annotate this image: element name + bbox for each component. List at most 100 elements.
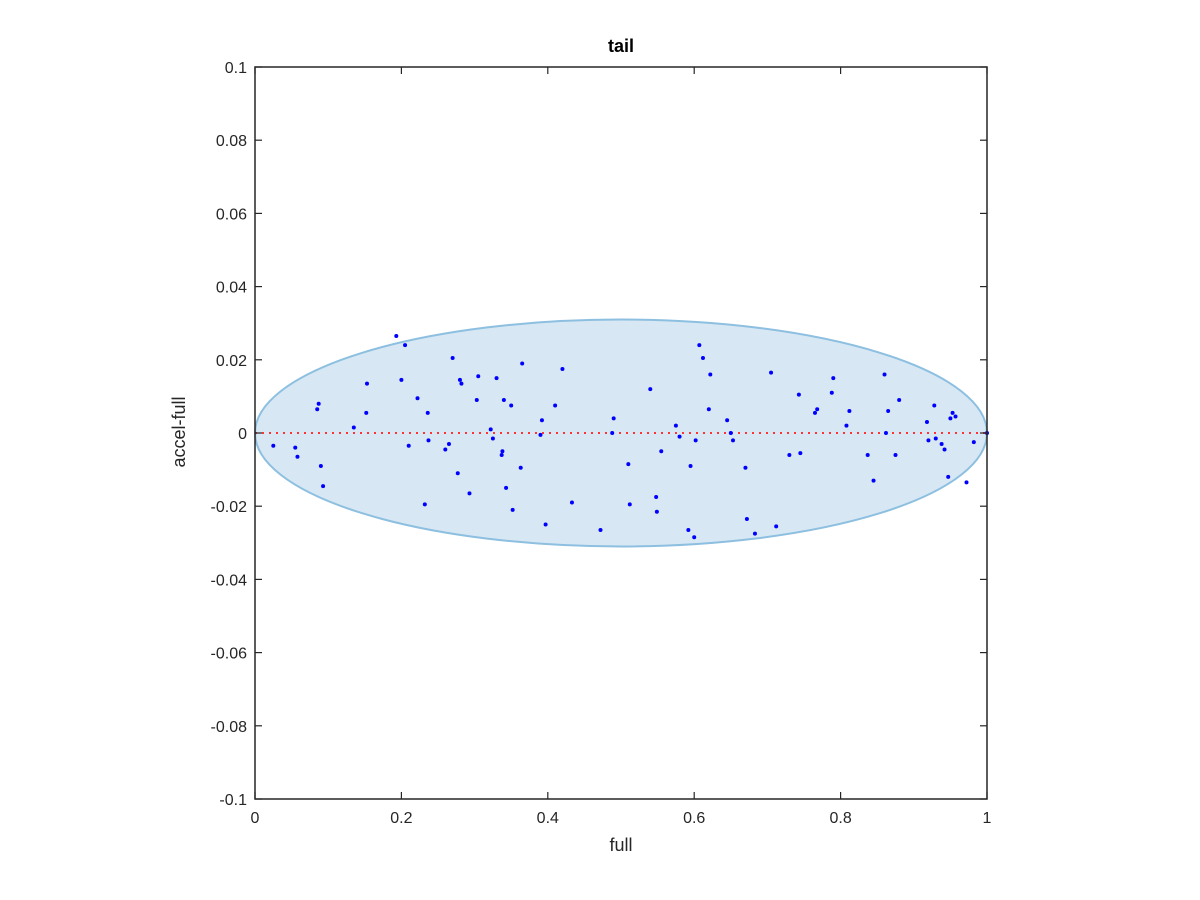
data-point <box>677 434 682 439</box>
data-point <box>964 480 969 485</box>
data-point <box>730 438 735 443</box>
y-tick-label: 0.02 <box>216 353 247 370</box>
x-tick-label: 0 <box>251 810 260 827</box>
data-point <box>700 355 705 360</box>
data-point <box>953 414 958 419</box>
data-point <box>774 524 779 529</box>
data-point <box>271 443 276 448</box>
y-tick-label: -0.02 <box>211 499 248 516</box>
data-point <box>488 427 493 432</box>
data-point <box>426 438 431 443</box>
data-point <box>425 410 430 415</box>
data-point <box>871 478 876 483</box>
data-point <box>654 509 659 514</box>
data-point <box>933 436 938 441</box>
data-point <box>798 451 803 456</box>
data-point <box>708 372 713 377</box>
data-point <box>403 343 408 348</box>
chart-title: tail <box>608 36 634 56</box>
data-point <box>932 403 937 408</box>
data-point <box>815 407 820 412</box>
y-tick-label: -0.1 <box>219 792 247 809</box>
x-tick-label: 0.6 <box>683 810 705 827</box>
data-point <box>627 502 632 507</box>
data-point <box>610 431 615 435</box>
y-tick-label: 0.04 <box>216 280 247 297</box>
y-tick-label: 0 <box>238 426 247 443</box>
data-point <box>673 423 678 428</box>
data-point <box>950 410 955 415</box>
data-point <box>744 517 749 522</box>
data-point <box>518 465 523 470</box>
x-tick-label: 1 <box>983 810 992 827</box>
data-point <box>706 407 711 412</box>
data-point <box>897 398 902 403</box>
data-point <box>886 409 891 414</box>
data-point <box>364 381 369 386</box>
data-point <box>539 418 544 423</box>
data-point <box>509 403 514 408</box>
y-tick-label: -0.08 <box>211 719 248 736</box>
data-point <box>504 485 509 490</box>
data-point <box>315 407 320 412</box>
data-point <box>693 438 698 443</box>
data-point <box>520 361 525 366</box>
data-point <box>812 410 817 415</box>
data-point <box>351 425 356 430</box>
data-point <box>318 463 323 468</box>
data-point <box>538 432 543 437</box>
data-point <box>743 465 748 470</box>
data-point <box>569 500 574 505</box>
data-point <box>893 452 898 457</box>
data-point <box>422 502 427 507</box>
data-point <box>728 431 733 435</box>
data-point <box>443 447 448 452</box>
data-point <box>474 398 479 403</box>
y-tick-label: -0.04 <box>211 572 248 589</box>
data-point <box>948 416 953 421</box>
data-point <box>971 440 976 445</box>
data-point <box>942 447 947 452</box>
data-point <box>787 452 792 457</box>
data-point <box>450 355 455 360</box>
data-point <box>560 366 565 371</box>
data-point <box>293 445 298 450</box>
data-point <box>553 403 558 408</box>
data-point <box>626 462 631 467</box>
y-tick-label: -0.06 <box>211 646 248 663</box>
data-point <box>725 418 730 423</box>
y-axis-title: accel-full <box>169 396 189 467</box>
data-point <box>499 452 504 457</box>
data-point <box>399 377 404 382</box>
data-point <box>457 377 462 382</box>
data-point <box>415 396 420 401</box>
data-point <box>501 398 506 403</box>
data-point <box>752 531 757 536</box>
data-point <box>924 420 929 425</box>
data-point <box>946 474 951 479</box>
data-point <box>543 522 548 527</box>
data-point <box>883 431 888 435</box>
y-tick-label: 0.06 <box>216 206 247 223</box>
plot-area: 0 0.2 0.4 0.6 0.8 1 -0.1 -0.08 -0.06 -0.04 -0.02 0 0… <box>211 60 992 827</box>
data-point <box>648 387 653 392</box>
data-point <box>692 535 697 540</box>
x-tick-label: 0.2 <box>390 810 412 827</box>
data-point <box>490 436 495 441</box>
data-point <box>654 495 659 500</box>
data-point <box>926 438 931 443</box>
data-point <box>455 471 460 476</box>
data-point <box>831 376 836 381</box>
data-point <box>686 527 691 532</box>
data-point <box>364 410 369 415</box>
data-point <box>865 452 870 457</box>
data-point <box>321 484 326 489</box>
y-tick-label: 0.1 <box>225 60 247 77</box>
data-point <box>598 527 603 532</box>
data-point <box>316 401 321 406</box>
x-tick-label: 0.4 <box>537 810 559 827</box>
data-point <box>467 491 472 496</box>
x-tick-label: 0.8 <box>829 810 851 827</box>
y-tick-label: 0.08 <box>216 133 247 150</box>
